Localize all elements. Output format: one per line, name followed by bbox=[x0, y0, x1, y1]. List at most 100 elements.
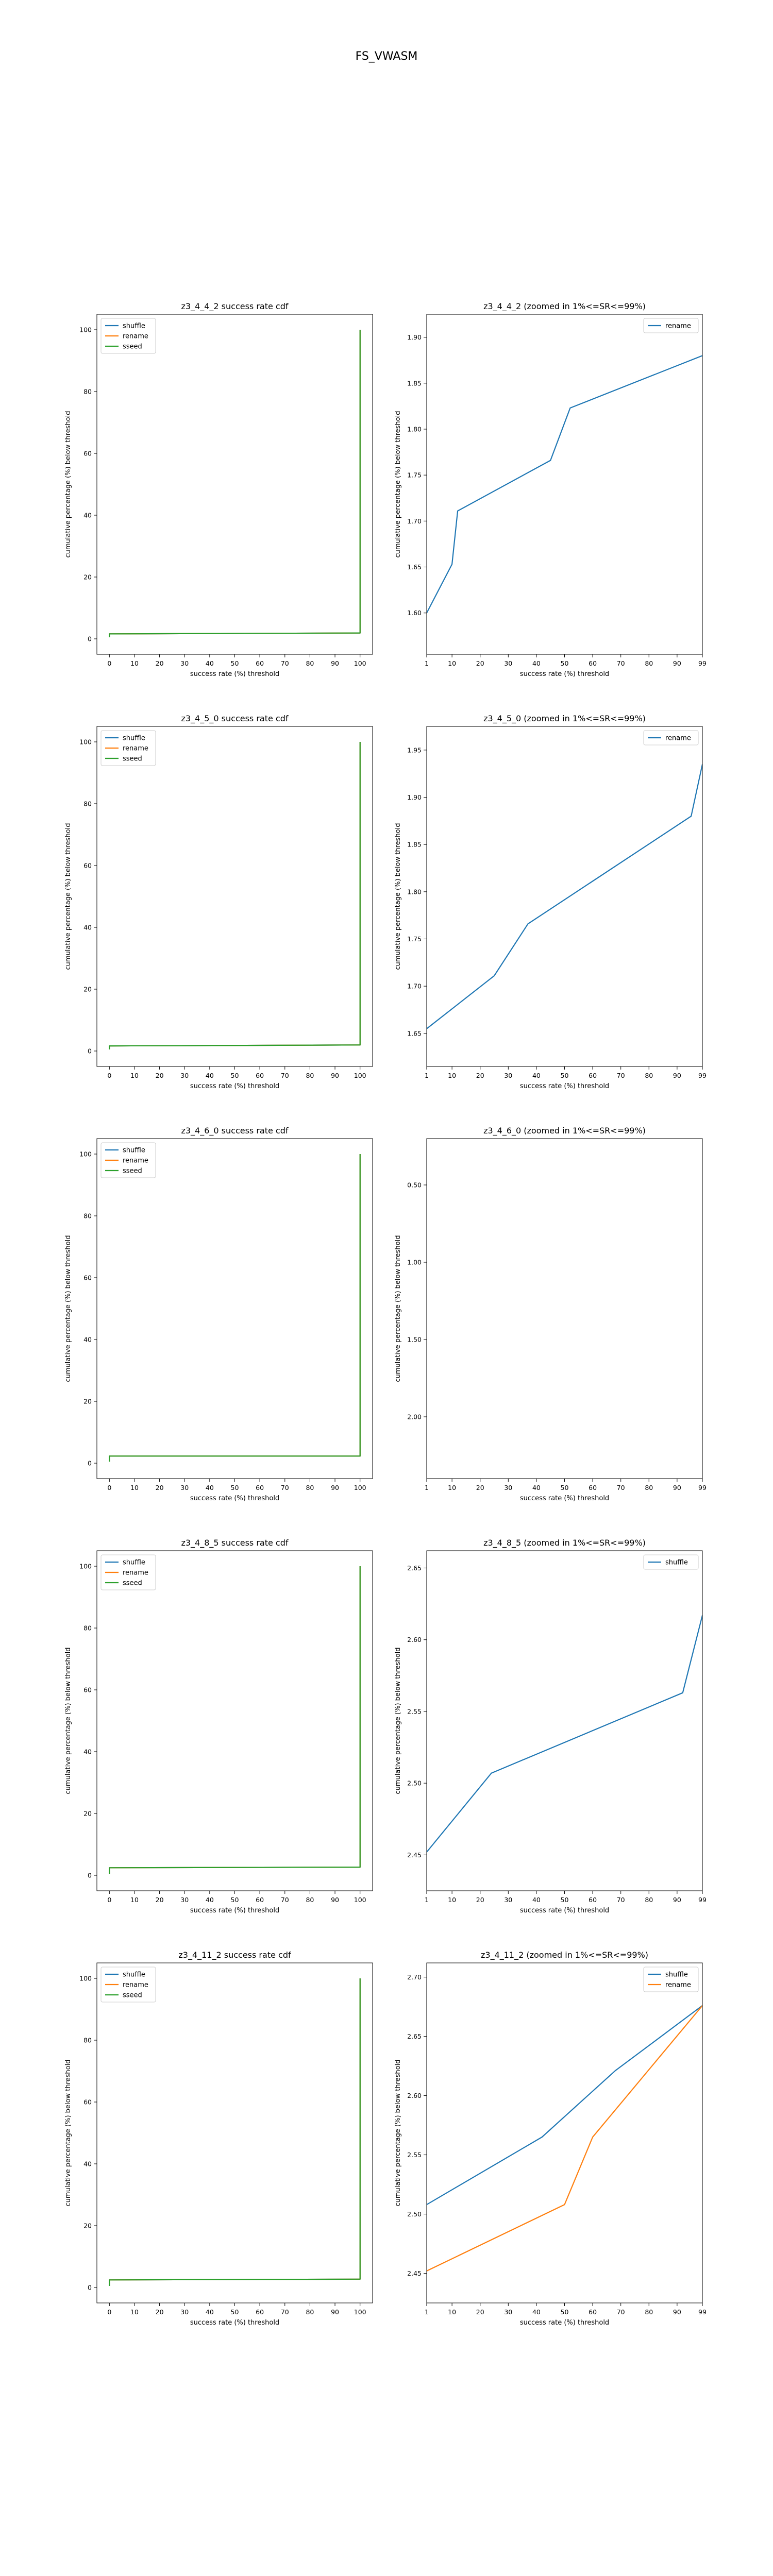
y-tick-label: 2.65 bbox=[407, 2032, 422, 2040]
x-tick-label: 1 bbox=[425, 1896, 429, 1904]
y-tick-label: 1.75 bbox=[407, 471, 422, 479]
y-tick-label: 80 bbox=[83, 1624, 92, 1632]
chart-title: z3_4_11_2 success rate cdf bbox=[178, 1950, 291, 1960]
x-axis-label: success rate (%) threshold bbox=[190, 1082, 279, 1090]
x-tick-label: 70 bbox=[617, 1896, 625, 1904]
chart-title: z3_4_4_2 success rate cdf bbox=[181, 301, 288, 312]
x-tick-label: 0 bbox=[107, 2308, 111, 2316]
x-tick-label: 70 bbox=[617, 1484, 625, 1492]
legend: rename bbox=[643, 318, 699, 333]
y-tick-label: 1.65 bbox=[407, 1029, 422, 1037]
x-tick-label: 20 bbox=[476, 1484, 484, 1492]
chart-9: 1 10 20 30 40 50 60 70 80 90 99 2.45 2.50 2.55 2.60 2.6… bbox=[394, 1950, 707, 2327]
chart-6: 0 10 20 30 40 50 60 70 80 90 100 0 20 40 60 80 100 z3_4_8… bbox=[64, 1538, 373, 1914]
chart-title: z3_4_8_5 success rate cdf bbox=[181, 1538, 288, 1548]
y-tick-label: 0 bbox=[88, 1047, 92, 1055]
series-line-rename bbox=[109, 1978, 361, 2286]
legend-label-shuffle: shuffle bbox=[665, 1971, 688, 1979]
y-tick-label: 40 bbox=[83, 1748, 92, 1756]
x-tick-label: 99 bbox=[698, 2308, 707, 2316]
chart-title: z3_4_6_0 (zoomed in 1%<=SR<=99%) bbox=[483, 1126, 646, 1136]
legend: shuffle rename bbox=[643, 1967, 699, 1992]
x-tick-label: 50 bbox=[231, 659, 239, 667]
x-tick-label: 70 bbox=[281, 1484, 289, 1492]
y-axis-label: cumulative percentage (%) below threshol… bbox=[64, 1235, 72, 1382]
legend-label-sseed: sseed bbox=[123, 1992, 142, 1999]
legend: shuffle rename sseed bbox=[100, 1554, 156, 1590]
series-line-sseed bbox=[109, 742, 361, 1049]
x-tick-label: 60 bbox=[589, 2308, 597, 2316]
series-line-shuffle bbox=[109, 1154, 361, 1462]
x-tick-label: 60 bbox=[256, 1896, 264, 1904]
legend-label-rename: rename bbox=[123, 745, 148, 753]
y-tick-label: 1.85 bbox=[407, 841, 422, 849]
y-tick-label: 2.45 bbox=[407, 1851, 422, 1859]
legend-label-rename: rename bbox=[123, 1157, 148, 1165]
x-tick-label: 30 bbox=[180, 659, 189, 667]
y-tick-label: 1.50 bbox=[407, 1336, 422, 1344]
y-tick-label: 40 bbox=[83, 2160, 92, 2168]
legend-label-sseed: sseed bbox=[123, 1580, 142, 1587]
y-tick-label: 1.90 bbox=[407, 793, 422, 801]
x-tick-label: 20 bbox=[476, 1072, 484, 1079]
x-tick-label: 70 bbox=[617, 1072, 625, 1079]
x-tick-label: 0 bbox=[107, 1072, 111, 1079]
y-tick-label: 0 bbox=[88, 2284, 92, 2292]
x-tick-label: 10 bbox=[130, 2308, 139, 2316]
legend-label-rename: rename bbox=[665, 735, 691, 742]
legend-box bbox=[643, 1967, 699, 1992]
x-tick-label: 50 bbox=[231, 1896, 239, 1904]
y-tick-label: 60 bbox=[83, 450, 92, 457]
x-axis-label: success rate (%) threshold bbox=[190, 2319, 279, 2327]
x-tick-label: 80 bbox=[645, 659, 653, 667]
x-axis-label: success rate (%) threshold bbox=[520, 670, 609, 678]
axes-frame bbox=[96, 726, 373, 1067]
x-tick-label: 40 bbox=[206, 1484, 214, 1492]
y-tick-label: 80 bbox=[83, 2037, 92, 2044]
x-tick-label: 1 bbox=[425, 659, 429, 667]
x-tick-label: 30 bbox=[180, 2308, 189, 2316]
x-tick-label: 90 bbox=[673, 1484, 681, 1492]
x-tick-label: 100 bbox=[354, 1484, 366, 1492]
y-tick-label: 100 bbox=[79, 1563, 92, 1570]
x-tick-label: 30 bbox=[504, 1484, 512, 1492]
x-tick-label: 20 bbox=[156, 1072, 164, 1079]
x-tick-label: 100 bbox=[354, 659, 366, 667]
x-tick-label: 50 bbox=[561, 659, 569, 667]
x-tick-label: 70 bbox=[281, 1072, 289, 1079]
legend-box bbox=[100, 730, 156, 766]
x-tick-label: 40 bbox=[206, 2308, 214, 2316]
y-tick-label: 80 bbox=[83, 800, 92, 808]
x-tick-label: 60 bbox=[589, 1072, 597, 1079]
x-tick-label: 50 bbox=[561, 1484, 569, 1492]
y-tick-label: 0 bbox=[88, 1460, 92, 1467]
y-tick-label: 100 bbox=[79, 326, 92, 334]
x-tick-label: 10 bbox=[448, 659, 456, 667]
figure-title: FS_VWASM bbox=[356, 50, 418, 63]
series-line-rename bbox=[427, 355, 702, 614]
axes-container: 0 10 20 30 40 50 60 70 80 90 100020406080100z3_4_4… bbox=[64, 301, 707, 2327]
y-tick-label: 2.65 bbox=[407, 1564, 422, 1572]
x-tick-label: 70 bbox=[617, 2308, 625, 2316]
series-line-sseed bbox=[109, 1978, 361, 2286]
series-line-shuffle bbox=[109, 1978, 361, 2286]
legend-label-rename: rename bbox=[665, 1981, 691, 1989]
x-tick-label: 80 bbox=[645, 2308, 653, 2316]
chart-title: z3_4_6_0 success rate cdf bbox=[181, 1126, 288, 1136]
x-tick-label: 80 bbox=[306, 1484, 314, 1492]
x-tick-label: 10 bbox=[448, 1072, 456, 1079]
chart-title: z3_4_5_0 success rate cdf bbox=[181, 714, 288, 724]
x-tick-label: 30 bbox=[504, 1896, 512, 1904]
x-tick-label: 90 bbox=[331, 1072, 339, 1079]
legend-label-rename: rename bbox=[123, 1569, 148, 1577]
x-tick-label: 90 bbox=[331, 1896, 339, 1904]
x-tick-label: 20 bbox=[476, 659, 484, 667]
chart-8: 0 10 20 30 40 50 60 70 80 90 100 0 20 40 60 80 100 z3_4_1… bbox=[64, 1950, 373, 2327]
chart-7: 1 10 20 30 40 50 60 70 80 90 99 2.45 2.50 2.55 2.60 2.6… bbox=[394, 1538, 707, 1914]
axes-frame bbox=[426, 314, 703, 655]
x-tick-label: 0 bbox=[107, 659, 111, 667]
x-tick-label: 20 bbox=[476, 1896, 484, 1904]
x-tick-label: 99 bbox=[698, 1896, 707, 1904]
legend-box bbox=[100, 1142, 156, 1178]
